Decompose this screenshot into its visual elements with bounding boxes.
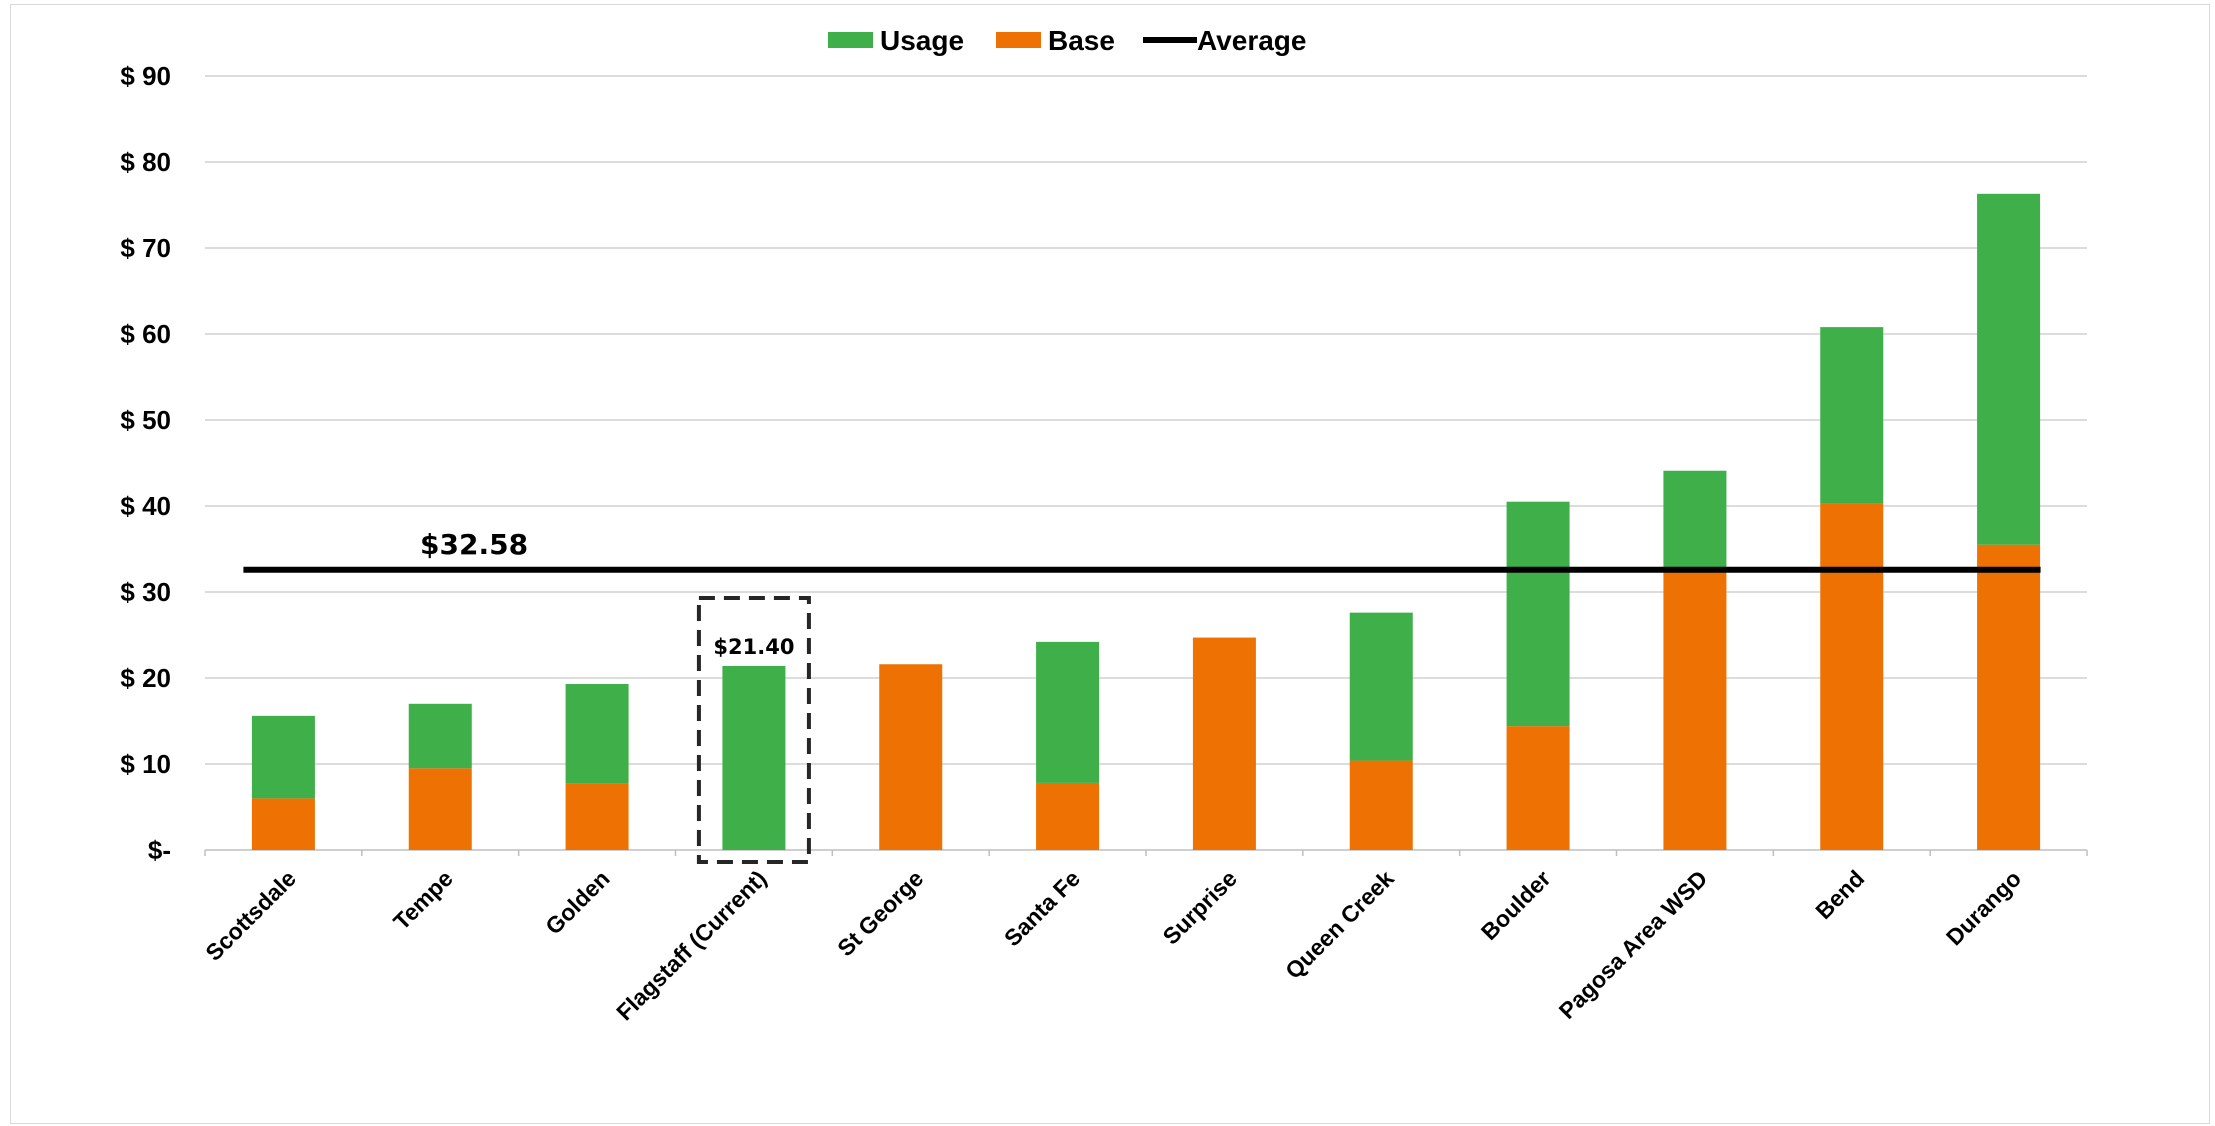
bar-usage (1663, 470, 1727, 570)
bar-base (1192, 637, 1256, 850)
bar-base (565, 783, 629, 850)
y-tick-label: $ 60 (120, 319, 171, 349)
bar-usage (565, 684, 629, 784)
bar-usage (1820, 327, 1884, 504)
x-category-label: Surprise (1158, 865, 1242, 949)
bars (251, 193, 2041, 850)
bar-base (879, 664, 943, 850)
bar-base (1349, 760, 1413, 850)
legend-label: Average (1197, 25, 1306, 56)
x-category-label: Scottsdale (200, 865, 301, 966)
y-axis-ticks: $- $ 10 $ 20 $ 30 $ 40 $ 50 $ 60 $ 70 $ 80 $ 90 (120, 61, 171, 865)
legend-label: Usage (880, 25, 964, 56)
bar-base (1820, 503, 1884, 850)
x-category-label: Bend (1810, 865, 1869, 924)
x-category-label: Tempe (388, 865, 458, 935)
average-value-label: $32.58 (420, 528, 528, 561)
bar-usage (408, 703, 472, 769)
x-category-label: Flagstaff (Current) (611, 865, 771, 1025)
x-category-label: Pagosa Area WSD (1554, 865, 1713, 1024)
y-tick-label: $ 70 (120, 233, 171, 263)
bar-base (1506, 726, 1570, 850)
legend: Usage Base Average (828, 25, 1306, 56)
x-category-label: St George (832, 865, 928, 961)
bar-usage (722, 665, 786, 850)
bar-base (251, 798, 315, 850)
x-category-label: Queen Creek (1280, 865, 1399, 984)
highlight-value-label: $21.40 (713, 635, 794, 659)
bar-base (1977, 544, 2041, 850)
bar-base (408, 768, 472, 850)
y-tick-label: $ 90 (120, 61, 171, 91)
legend-swatch (996, 32, 1041, 48)
x-category-label: Durango (1941, 865, 2026, 950)
bar-base (1036, 782, 1100, 850)
legend-label: Base (1048, 25, 1115, 56)
y-tick-label: $ 40 (120, 491, 171, 521)
y-tick-label: $ 80 (120, 147, 171, 177)
bar-usage (1506, 501, 1570, 727)
gridlines (205, 75, 2087, 851)
highlight-dashed-box (696, 595, 811, 865)
bar-usage (1036, 641, 1100, 783)
y-tick-label: $ 10 (120, 749, 171, 779)
highlight-group: $21.40 (696, 595, 811, 865)
bar-usage (251, 715, 315, 799)
x-category-label: Santa Fe (999, 865, 1085, 951)
average-line-group: $32.58 (243, 528, 2041, 573)
y-tick-label: $ 50 (120, 405, 171, 435)
bar-base (1663, 569, 1727, 850)
bar-usage (1349, 612, 1413, 761)
stacked-bar-chart: $- $ 10 $ 20 $ 30 $ 40 $ 50 $ 60 $ 70 $ 80 $ 90 S… (120, 25, 2088, 1025)
y-tick-label: $- (148, 835, 171, 865)
x-category-label: Boulder (1476, 865, 1556, 945)
x-category-label: Golden (540, 865, 614, 939)
legend-swatch (828, 32, 873, 48)
y-tick-label: $ 30 (120, 577, 171, 607)
bar-usage (1977, 193, 2041, 545)
chart-frame: $- $ 10 $ 20 $ 30 $ 40 $ 50 $ 60 $ 70 $ 80 $ 90 S… (10, 4, 2210, 1124)
y-tick-label: $ 20 (120, 663, 171, 693)
